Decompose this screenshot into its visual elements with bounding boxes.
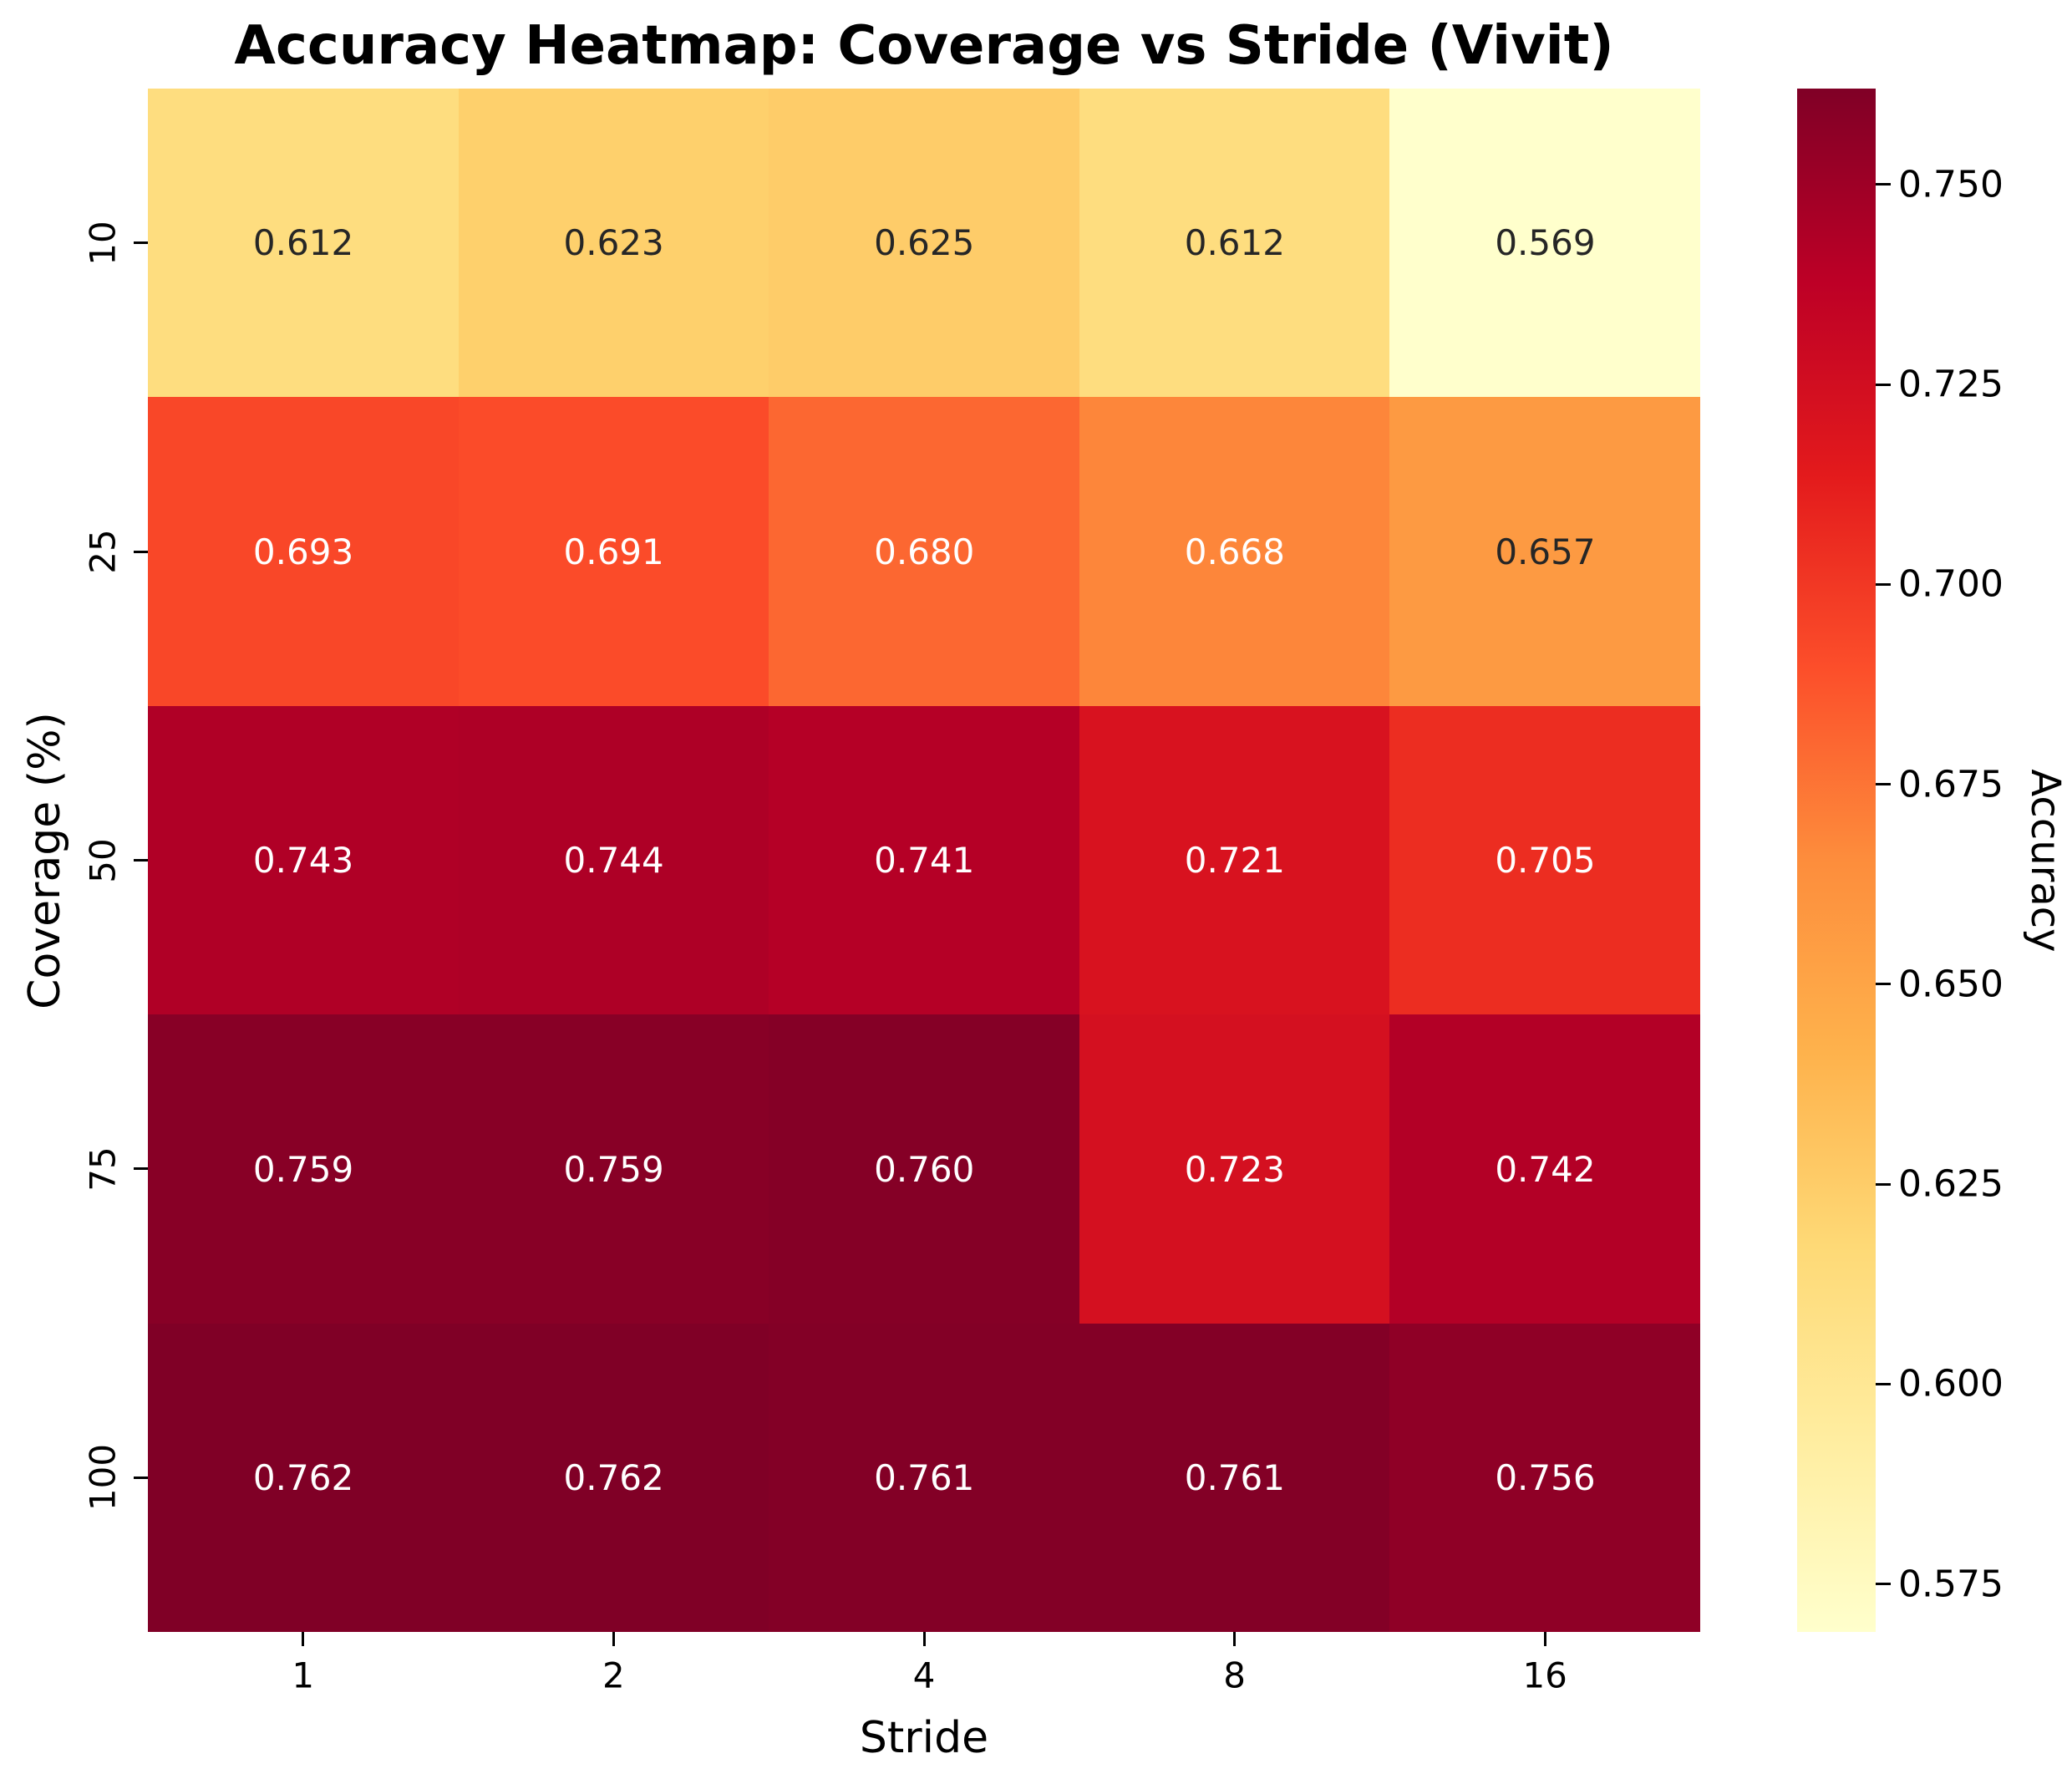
- colorbar-tick-mark: [1876, 1583, 1891, 1586]
- heatmap-cell-r2c0: 0.743: [148, 705, 460, 1015]
- cell-value: 0.759: [563, 1148, 664, 1190]
- cell-value: 0.705: [1495, 840, 1596, 882]
- colorbar-tick-label: 0.750: [1898, 163, 2003, 206]
- heatmap-cell-r0c4: 0.569: [1389, 89, 1701, 398]
- cell-value: 0.744: [563, 840, 664, 882]
- colorbar-tick-mark: [1876, 183, 1891, 186]
- heatmap-cell-r0c2: 0.625: [769, 89, 1080, 398]
- cell-value: 0.741: [874, 840, 975, 882]
- colorbar-tick-label: 0.675: [1898, 763, 2003, 806]
- colorbar-tick-label: 0.575: [1898, 1563, 2003, 1606]
- heatmap-cell-r4c0: 0.762: [148, 1323, 460, 1633]
- cell-value: 0.680: [874, 531, 975, 572]
- cell-value: 0.760: [874, 1148, 975, 1190]
- colorbar-tick-mark: [1876, 1182, 1891, 1186]
- cell-value: 0.668: [1184, 531, 1285, 572]
- chart-title: Accuracy Heatmap: Coverage vs Stride (Vi…: [234, 15, 1614, 77]
- x-tick-label: 4: [912, 1654, 936, 1696]
- cell-value: 0.693: [252, 531, 354, 572]
- y-tick-label: 50: [82, 837, 124, 883]
- x-axis-label: Stride: [859, 1713, 989, 1763]
- colorbar-tick-label: 0.650: [1898, 963, 2003, 1006]
- y-tick-label: 25: [82, 529, 124, 574]
- heatmap-cell-r2c4: 0.705: [1389, 705, 1701, 1015]
- heatmap-cell-r3c1: 0.759: [458, 1014, 769, 1324]
- y-tick-mark: [134, 1167, 148, 1171]
- cell-value: 0.762: [563, 1457, 664, 1499]
- heatmap-cell-r4c2: 0.761: [769, 1323, 1080, 1633]
- cell-value: 0.761: [1184, 1457, 1285, 1499]
- heatmap-cell-r2c1: 0.744: [458, 705, 769, 1015]
- y-tick-label: 10: [82, 220, 124, 266]
- heatmap-cell-r3c2: 0.760: [769, 1014, 1080, 1324]
- cell-value: 0.723: [1184, 1148, 1285, 1190]
- x-tick-label: 2: [602, 1654, 625, 1696]
- heatmap-cell-r4c4: 0.756: [1389, 1323, 1701, 1633]
- heatmap-cell-r0c1: 0.623: [458, 89, 769, 398]
- heatmap-cell-r0c3: 0.612: [1079, 89, 1390, 398]
- x-tick-mark: [612, 1632, 615, 1646]
- cell-value: 0.759: [252, 1148, 354, 1190]
- x-tick-mark: [302, 1632, 305, 1646]
- x-tick-mark: [922, 1632, 926, 1646]
- heatmap-cell-r4c1: 0.762: [458, 1323, 769, 1633]
- y-tick-label: 75: [82, 1146, 124, 1192]
- colorbar-tick-label: 0.725: [1898, 363, 2003, 406]
- y-axis-label: Coverage (%): [20, 712, 70, 1009]
- cell-value: 0.721: [1184, 840, 1285, 882]
- heatmap-cell-r4c3: 0.761: [1079, 1323, 1390, 1633]
- cell-value: 0.612: [1184, 222, 1285, 264]
- y-tick-mark: [134, 1476, 148, 1479]
- x-tick-mark: [1233, 1632, 1237, 1646]
- heatmap-cell-r2c2: 0.741: [769, 705, 1080, 1015]
- cell-value: 0.743: [252, 840, 354, 882]
- heatmap-cell-r1c2: 0.680: [769, 397, 1080, 707]
- heatmap-cell-r1c4: 0.657: [1389, 397, 1701, 707]
- cell-value: 0.691: [563, 531, 664, 572]
- cell-value: 0.761: [874, 1457, 975, 1499]
- cell-value: 0.625: [874, 222, 975, 264]
- cell-value: 0.657: [1495, 531, 1596, 572]
- y-tick-mark: [134, 550, 148, 553]
- colorbar-tick-mark: [1876, 1382, 1891, 1385]
- cell-value: 0.762: [252, 1457, 354, 1499]
- heatmap-cell-r3c3: 0.723: [1079, 1014, 1390, 1324]
- cell-value: 0.742: [1495, 1148, 1596, 1190]
- y-tick-label: 100: [82, 1444, 124, 1512]
- colorbar-tick-label: 0.700: [1898, 562, 2003, 606]
- x-tick-mark: [1543, 1632, 1546, 1646]
- colorbar-tick-label: 0.625: [1898, 1162, 2003, 1206]
- heatmap-cell-r1c1: 0.691: [458, 397, 769, 707]
- colorbar-label: Accuracy: [2022, 769, 2069, 953]
- heatmap-cell-r1c3: 0.668: [1079, 397, 1390, 707]
- heatmap-cell-r1c0: 0.693: [148, 397, 460, 707]
- colorbar-tick-mark: [1876, 383, 1891, 386]
- cell-value: 0.756: [1495, 1457, 1596, 1499]
- colorbar-tick-label: 0.600: [1898, 1362, 2003, 1405]
- x-tick-label: 1: [292, 1654, 315, 1696]
- colorbar-tick-mark: [1876, 983, 1891, 986]
- x-tick-label: 8: [1223, 1654, 1246, 1696]
- heatmap-grid: 0.612 0.623 0.625 0.612 0.569 0.693 0.691 0.680…: [148, 89, 1701, 1633]
- cell-value: 0.569: [1495, 222, 1596, 264]
- cell-value: 0.623: [563, 222, 664, 264]
- heatmap-cell-r3c4: 0.742: [1389, 1014, 1701, 1324]
- colorbar-tick-mark: [1876, 783, 1891, 786]
- heatmap-cell-r3c0: 0.759: [148, 1014, 460, 1324]
- colorbar-tick-mark: [1876, 582, 1891, 586]
- y-tick-mark: [134, 859, 148, 862]
- heatmap-cell-r2c3: 0.721: [1079, 705, 1390, 1015]
- y-tick-mark: [134, 241, 148, 245]
- x-tick-label: 16: [1522, 1654, 1567, 1696]
- colorbar-gradient: [1797, 89, 1876, 1632]
- cell-value: 0.612: [252, 222, 354, 264]
- heatmap-cell-r0c0: 0.612: [148, 89, 460, 398]
